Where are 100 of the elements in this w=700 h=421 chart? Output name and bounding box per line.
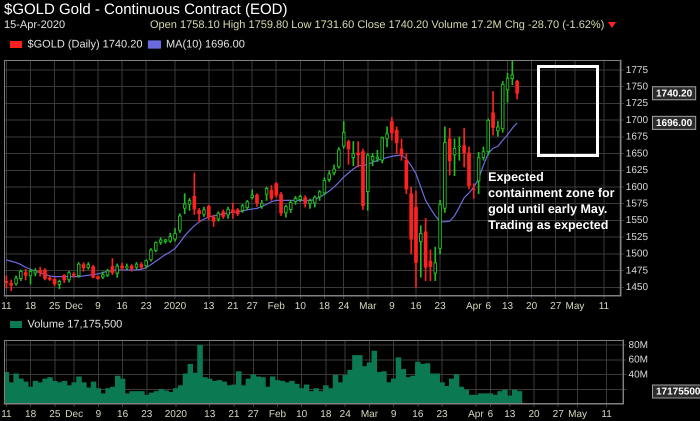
candlestick bbox=[288, 200, 293, 213]
x-tick-label: 25 bbox=[49, 300, 61, 312]
y-tick-label: 1750 bbox=[626, 81, 648, 92]
x-tick-label: 27 bbox=[246, 300, 258, 312]
x-tick-label: 11 bbox=[601, 408, 612, 420]
candlestick bbox=[14, 276, 18, 286]
y-tick-label: 80M bbox=[628, 340, 648, 351]
x-tick-label: 21 bbox=[227, 300, 239, 312]
x-tick-label: Apr bbox=[466, 300, 482, 312]
x-tick-label: 13 bbox=[502, 300, 514, 312]
x-tick-label: Mar bbox=[359, 300, 378, 312]
x-tick-label: 23 bbox=[434, 300, 446, 312]
text: 1740.20 bbox=[656, 88, 693, 100]
x-tick-label: 10 bbox=[296, 408, 308, 420]
candlestick bbox=[260, 200, 264, 209]
y-tick-label: 1475 bbox=[626, 265, 648, 276]
candlestick bbox=[452, 138, 456, 176]
x-tick-label: 10 bbox=[294, 300, 306, 312]
candlestick bbox=[115, 264, 120, 278]
text: 1696.00 bbox=[656, 118, 693, 130]
x-tick-label: Dec bbox=[65, 408, 84, 420]
x-tick-label: 13 bbox=[203, 300, 215, 312]
candlestick bbox=[19, 270, 23, 281]
candlestick bbox=[443, 126, 447, 213]
x-tick-label: 16 bbox=[412, 408, 424, 420]
candlestick bbox=[380, 136, 384, 164]
x-tick-label: 11 bbox=[1, 408, 12, 420]
x-tick-label: May bbox=[568, 408, 588, 420]
x-tick-label: 23 bbox=[140, 300, 152, 312]
x-tick-label: 13 bbox=[504, 408, 516, 420]
x-tick-label: 9 bbox=[96, 408, 102, 420]
candlestick bbox=[226, 206, 230, 219]
candlestick bbox=[458, 136, 462, 161]
legend-label: MA(10) 1696.00 bbox=[166, 38, 245, 51]
x-tick-label: 6 bbox=[488, 408, 494, 420]
x-tick-label: 9 bbox=[95, 300, 102, 312]
x-tick-label: 27 bbox=[248, 408, 260, 420]
candlestick bbox=[332, 164, 336, 176]
y-tick-label: 1575 bbox=[626, 198, 648, 210]
x-tick-label: Feb bbox=[268, 300, 286, 312]
x-tick-label: 23 bbox=[141, 408, 153, 420]
candlestick bbox=[134, 262, 138, 270]
annotation: Expected containment zone for gold until early May. Trading as expected bbox=[488, 168, 616, 233]
x-tick-label: 6 bbox=[485, 300, 492, 312]
y-tick-label: 1550 bbox=[626, 215, 648, 226]
candlestick bbox=[322, 177, 326, 196]
x-tick-label: 9 bbox=[389, 300, 396, 312]
x-tick-label: 16 bbox=[116, 300, 128, 312]
x-tick-label: 24 bbox=[340, 408, 352, 420]
x-tick-label: Dec bbox=[64, 300, 83, 312]
y-tick-label: 1600 bbox=[626, 182, 648, 193]
candlestick bbox=[158, 238, 162, 245]
x-tick-label: 20 bbox=[526, 300, 538, 312]
candlestick bbox=[486, 118, 490, 156]
text: 15-Apr-2020 bbox=[4, 19, 66, 31]
candlestick bbox=[337, 147, 341, 169]
text: 17175500 bbox=[656, 386, 700, 398]
candlestick bbox=[76, 262, 81, 278]
y-tick-label: 1700 bbox=[626, 114, 648, 126]
legend-label: Volume 17,175,500 bbox=[28, 318, 122, 331]
y-tick-label: 1450 bbox=[626, 282, 648, 294]
x-tick-label: Mar bbox=[360, 408, 379, 420]
x-tick-label: 16 bbox=[410, 300, 422, 312]
x-tick-label: 9 bbox=[390, 408, 397, 420]
x-tick-label: 13 bbox=[204, 408, 216, 420]
x-tick-label: 27 bbox=[550, 300, 562, 312]
x-tick-label: Apr bbox=[468, 408, 484, 420]
y-tick-label: 60M bbox=[628, 354, 648, 366]
x-tick-label: 20 bbox=[528, 408, 540, 420]
candlestick bbox=[86, 262, 90, 270]
x-tick-label: 23 bbox=[436, 408, 448, 420]
candlestick bbox=[58, 280, 62, 289]
x-tick-label: 18 bbox=[318, 300, 330, 312]
x-tick-label: 18 bbox=[25, 408, 37, 420]
y-tick-label: 1525 bbox=[626, 232, 648, 243]
candlestick bbox=[500, 81, 505, 133]
x-tick-label: 18 bbox=[320, 408, 332, 420]
y-tick-label: 1650 bbox=[626, 148, 648, 160]
x-tick-label: 24 bbox=[338, 300, 350, 312]
candlestick bbox=[366, 153, 370, 211]
x-tick-label: 21 bbox=[228, 408, 240, 420]
x-tick-label: 2020 bbox=[164, 408, 188, 420]
candlestick bbox=[482, 146, 486, 161]
candlestick bbox=[312, 195, 317, 208]
candlestick bbox=[250, 189, 254, 200]
y-tick-label: 1725 bbox=[626, 98, 648, 110]
legend-label: $GOLD (Daily) 1740.20 bbox=[28, 38, 142, 51]
x-tick-label: 16 bbox=[117, 408, 129, 420]
x-tick-label: 2020 bbox=[164, 300, 187, 312]
x-tick-label: 25 bbox=[49, 408, 61, 420]
chart-title: $GOLD Gold - Continuous Contract (EOD) bbox=[4, 1, 288, 18]
x-tick-label: 18 bbox=[24, 300, 36, 312]
chart-subtitle: Open 1758.10 High 1759.80 Low 1731.60 Close 1740.20 Volume 17.2M Chg -28.70 (-1.62%) bbox=[150, 19, 604, 31]
y-tick-label: 1500 bbox=[626, 248, 648, 260]
x-tick-label: May bbox=[566, 300, 584, 312]
x-tick-label: Feb bbox=[268, 408, 287, 420]
candlestick bbox=[67, 270, 71, 282]
candlestick bbox=[178, 213, 182, 233]
candlestick bbox=[168, 232, 172, 243]
x-tick-label: 27 bbox=[552, 408, 564, 420]
